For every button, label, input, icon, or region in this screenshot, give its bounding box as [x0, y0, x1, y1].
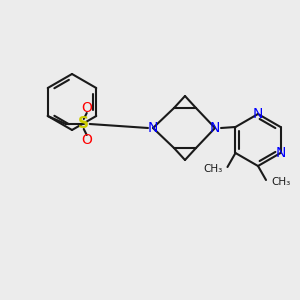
Text: CH₃: CH₃ — [271, 177, 290, 187]
Text: O: O — [81, 133, 92, 147]
Text: S: S — [78, 116, 89, 131]
Text: N: N — [253, 107, 263, 121]
Text: CH₃: CH₃ — [203, 164, 223, 174]
Text: N: N — [148, 121, 158, 135]
Text: N: N — [275, 146, 286, 160]
Text: N: N — [210, 121, 220, 135]
Text: O: O — [81, 101, 92, 115]
